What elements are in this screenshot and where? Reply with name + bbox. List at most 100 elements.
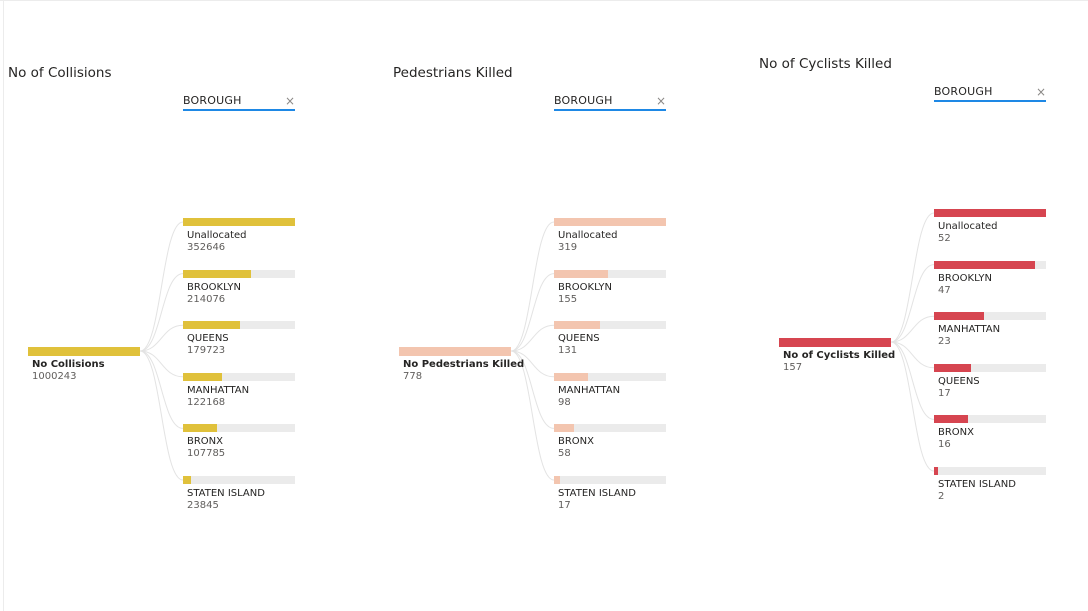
canvas-top-border: [0, 0, 1088, 1]
connector-line: [139, 273, 184, 352]
child-node[interactable]: MANHATTAN 23: [934, 312, 1046, 358]
child-bar-fill: [183, 372, 222, 381]
connector-line: [890, 341, 935, 472]
child-value: 23: [938, 336, 951, 348]
child-node[interactable]: STATEN ISLAND 23845: [183, 476, 295, 522]
child-node[interactable]: QUEENS 179723: [183, 321, 295, 367]
decomposition-tree-collisions: No of Collisions BOROUGH × No Collisions…: [3, 0, 363, 611]
root-label: No Collisions: [32, 359, 105, 370]
root-bar: [399, 347, 511, 356]
close-icon[interactable]: ×: [1035, 85, 1046, 99]
child-node[interactable]: MANHATTAN 122168: [183, 372, 295, 419]
root-node[interactable]: No Collisions 1000243: [28, 347, 140, 387]
child-bar-fill: [183, 321, 241, 330]
connector-line: [139, 221, 184, 352]
connector-line: [510, 350, 555, 378]
connector-line: [139, 324, 184, 352]
child-bar-track: [554, 218, 666, 226]
child-value: 131: [558, 345, 578, 357]
borough-filter-chip[interactable]: BOROUGH ×: [554, 94, 666, 111]
child-bar-track: [554, 424, 666, 433]
child-label: MANHATTAN: [558, 384, 621, 396]
root-bar: [779, 338, 891, 347]
child-bar-track: [183, 218, 295, 226]
child-node[interactable]: QUEENS 131: [554, 321, 666, 367]
child-node[interactable]: STATEN ISLAND 2: [934, 467, 1046, 513]
child-bar-fill: [934, 312, 984, 321]
root-node[interactable]: No of Cyclists Killed 157: [779, 338, 895, 378]
child-bar-track: [183, 424, 295, 433]
child-value: 107785: [187, 448, 226, 460]
child-value: 23845: [187, 500, 219, 511]
child-label: MANHATTAN: [938, 324, 1001, 336]
root-value: 157: [783, 362, 803, 373]
child-value: 52: [938, 233, 951, 244]
child-node[interactable]: BRONX 107785: [183, 424, 295, 470]
child-node[interactable]: BROOKLYN 214076: [183, 269, 295, 316]
child-bar-fill: [934, 209, 1046, 217]
connector-lines: [139, 221, 184, 481]
child-label: MANHATTAN: [187, 384, 250, 396]
child-bar-fill: [183, 218, 295, 226]
child-label: STATEN ISLAND: [558, 488, 636, 499]
child-label: Unallocated: [938, 221, 998, 232]
child-label: QUEENS: [187, 333, 229, 345]
child-bar-fill: [554, 321, 601, 330]
connector-line: [139, 350, 184, 378]
child-value: 98: [558, 396, 571, 408]
child-label: BROOKLYN: [558, 281, 612, 293]
child-node[interactable]: BROOKLYN 155: [554, 269, 666, 316]
child-label: BROOKLYN: [938, 272, 992, 284]
child-value: 319: [558, 242, 578, 253]
child-node[interactable]: Unallocated 319: [554, 218, 666, 264]
child-label: QUEENS: [938, 375, 980, 387]
connector-line: [510, 350, 555, 429]
child-label: BRONX: [938, 427, 975, 439]
connector-line: [139, 350, 184, 429]
connector-line: [510, 324, 555, 352]
connector-line: [139, 350, 184, 481]
connector-lines: [890, 212, 935, 472]
child-node[interactable]: MANHATTAN 98: [554, 372, 666, 419]
child-node[interactable]: Unallocated 352646: [183, 218, 295, 264]
child-node[interactable]: STATEN ISLAND 17: [554, 476, 666, 522]
child-node[interactable]: BROOKLYN 47: [934, 260, 1046, 307]
child-bar-track: [934, 312, 1046, 321]
child-value: 17: [938, 387, 951, 399]
visual-title: No of Cyclists Killed: [759, 56, 892, 72]
connector-line: [510, 350, 555, 481]
connector-line: [890, 264, 935, 343]
child-bar-track: [554, 476, 666, 484]
child-value: 214076: [187, 293, 226, 305]
child-value: 155: [558, 293, 578, 305]
child-label: Unallocated: [558, 230, 618, 241]
child-bar-track: [183, 476, 295, 484]
connector-line: [890, 341, 935, 420]
child-bar-track: [183, 269, 295, 278]
decomposition-tree-cyclists: No of Cyclists Killed BOROUGH × No of Cy…: [754, 0, 1088, 611]
filter-label: BOROUGH: [554, 94, 613, 107]
child-bar-track: [934, 260, 1046, 269]
child-bar-track: [934, 363, 1046, 372]
borough-filter-chip[interactable]: BOROUGH ×: [183, 94, 295, 111]
close-icon[interactable]: ×: [655, 94, 666, 108]
root-label: No of Cyclists Killed: [783, 350, 896, 361]
child-label: BROOKLYN: [187, 281, 241, 293]
child-bar-track: [934, 467, 1046, 475]
child-value: 47: [938, 284, 951, 296]
child-label: BRONX: [187, 436, 224, 448]
child-bar-track: [934, 209, 1046, 217]
root-node[interactable]: No Pedestrians Killed 778: [399, 347, 524, 387]
child-node[interactable]: BRONX 58: [554, 424, 666, 470]
child-node[interactable]: BRONX 16: [934, 415, 1046, 461]
child-node[interactable]: Unallocated 52: [934, 209, 1046, 255]
child-bar-track: [554, 269, 666, 278]
close-icon[interactable]: ×: [284, 94, 295, 108]
child-bar-fill: [183, 424, 218, 433]
borough-filter-chip[interactable]: BOROUGH ×: [934, 85, 1046, 102]
root-bar: [28, 347, 140, 356]
child-bar-track: [554, 321, 666, 330]
connector-line: [510, 221, 555, 352]
connector-line: [890, 315, 935, 343]
child-node[interactable]: QUEENS 17: [934, 363, 1046, 410]
